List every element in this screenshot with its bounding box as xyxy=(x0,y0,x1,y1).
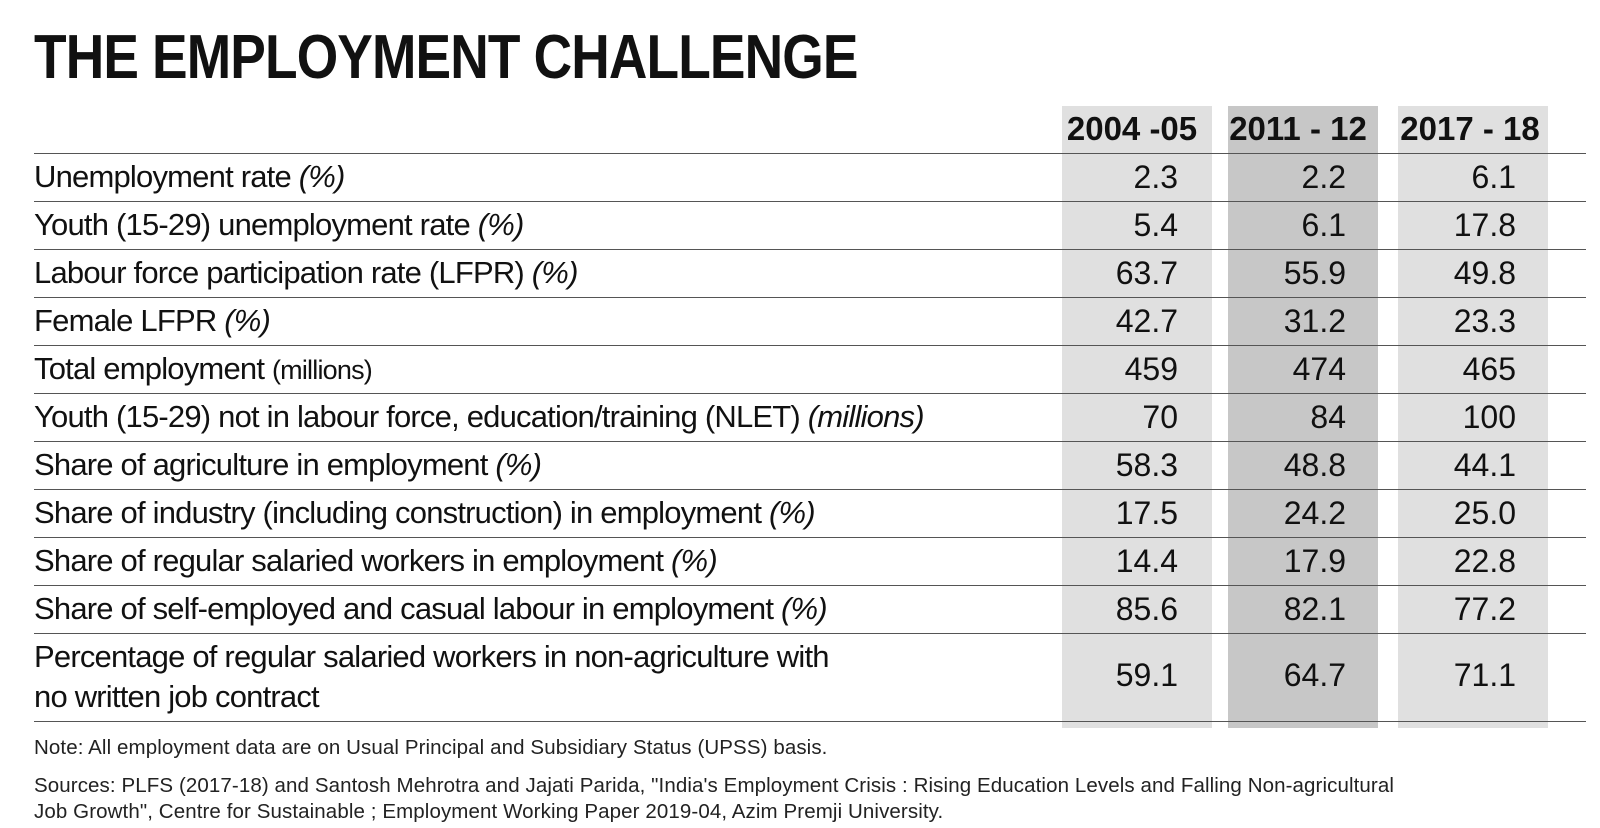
row-unit: (%) xyxy=(477,207,525,242)
table-cell-value: 48.8 xyxy=(1283,447,1346,483)
table-cell-value: 17.5 xyxy=(1115,495,1178,531)
row-label: Youth (15-29) unemployment rate (%) xyxy=(34,207,524,243)
row-label: Share of agriculture in employment (%) xyxy=(34,447,542,483)
table-cell-value: 58.3 xyxy=(1115,447,1178,483)
row-divider xyxy=(34,489,1586,490)
row-label: Female LFPR (%) xyxy=(34,303,271,339)
row-label: Percentage of regular salaried workers i… xyxy=(34,637,830,717)
row-divider xyxy=(34,633,1586,634)
row-label-text: Share of industry (including constructio… xyxy=(34,495,769,530)
row-label: Share of industry (including constructio… xyxy=(34,495,816,531)
row-label-text: Share of agriculture in employment xyxy=(34,447,496,482)
row-divider xyxy=(34,249,1586,250)
table-cell-value: 44.1 xyxy=(1453,447,1516,483)
table-cell-value: 77.2 xyxy=(1453,591,1516,627)
row-label-text: Share of regular salaried workers in emp… xyxy=(34,543,672,578)
table-cell-value: 85.6 xyxy=(1115,591,1178,627)
column-header-2017-18: 2017 - 18 xyxy=(1400,110,1540,147)
row-label: Share of self-employed and casual labour… xyxy=(34,591,828,627)
row-label-text: Youth (15-29) unemployment rate xyxy=(34,207,478,242)
table-cell-value: 23.3 xyxy=(1453,303,1516,339)
table-cell-value: 459 xyxy=(1124,351,1178,387)
row-divider xyxy=(34,585,1586,586)
table-cell-value: 474 xyxy=(1292,351,1346,387)
row-unit: (%) xyxy=(768,495,816,530)
row-divider xyxy=(34,297,1586,298)
row-unit: (%) xyxy=(298,159,346,194)
chart-title: THE EMPLOYMENT CHALLENGE xyxy=(34,23,858,92)
row-label-text: Share of self-employed and casual labour… xyxy=(34,591,781,626)
column-shade-2017-18 xyxy=(1398,106,1548,728)
table-cell-value: 25.0 xyxy=(1453,495,1516,531)
table-cell-value: 55.9 xyxy=(1283,255,1346,291)
table-cell-value: 5.4 xyxy=(1133,207,1178,243)
row-divider xyxy=(34,345,1586,346)
table-cell-value: 100 xyxy=(1462,399,1516,435)
row-label-text: Labour force participation rate (LFPR) xyxy=(34,255,532,290)
table-cell-value: 22.8 xyxy=(1453,543,1516,579)
row-label: Total employment (millions) xyxy=(34,351,373,387)
row-divider xyxy=(34,201,1586,202)
row-unit: (%) xyxy=(495,447,542,482)
row-label-text: Youth (15-29) not in labour force, educa… xyxy=(34,399,808,434)
row-divider xyxy=(34,393,1586,394)
table-cell-value: 63.7 xyxy=(1115,255,1178,291)
row-divider xyxy=(34,537,1586,538)
row-unit: (millions) xyxy=(807,399,925,434)
row-label-text: Female LFPR xyxy=(34,303,225,338)
table-cell-value: 6.1 xyxy=(1471,159,1516,195)
table-cell-value: 82.1 xyxy=(1283,591,1346,627)
row-label-line: Percentage of regular salaried workers i… xyxy=(34,639,830,674)
table-cell-value: 2.2 xyxy=(1301,159,1346,195)
row-label: Labour force participation rate (LFPR) (… xyxy=(34,255,578,291)
row-label-text: Unemployment rate xyxy=(34,159,299,194)
row-label-line: no written job contract xyxy=(34,679,320,714)
table-cell-value: 64.7 xyxy=(1283,657,1346,693)
row-label: Unemployment rate (%) xyxy=(34,159,345,195)
note-text: Note: All employment data are on Usual P… xyxy=(34,736,828,759)
sources-line-2: Job Growth", Centre for Sustainable ; Em… xyxy=(34,800,944,823)
table-cell-value: 465 xyxy=(1462,351,1516,387)
table-cell-value: 6.1 xyxy=(1301,207,1346,243)
row-label: Youth (15-29) not in labour force, educa… xyxy=(34,399,925,435)
row-divider xyxy=(34,441,1586,442)
table-cell-value: 49.8 xyxy=(1453,255,1516,291)
row-label: Share of regular salaried workers in emp… xyxy=(34,543,718,579)
table-cell-value: 59.1 xyxy=(1115,657,1178,693)
row-unit: (%) xyxy=(224,303,271,338)
row-unit: (millions) xyxy=(271,355,373,385)
table-cell-value: 24.2 xyxy=(1283,495,1346,531)
column-shade-2011-12 xyxy=(1228,106,1378,728)
row-unit: (%) xyxy=(531,255,579,290)
table-cell-value: 84 xyxy=(1310,399,1346,435)
table-cell-value: 71.1 xyxy=(1453,657,1516,693)
sources-line-1: Sources: PLFS (2017-18) and Santosh Mehr… xyxy=(34,774,1395,797)
row-unit: (%) xyxy=(671,543,718,578)
table-cell-value: 17.9 xyxy=(1283,543,1346,579)
table-cell-value: 14.4 xyxy=(1115,543,1178,579)
row-unit: (%) xyxy=(780,591,828,626)
table-cell-value: 42.7 xyxy=(1115,303,1178,339)
row-divider xyxy=(34,721,1586,722)
table-cell-value: 70 xyxy=(1142,399,1178,435)
table-cell-value: 31.2 xyxy=(1283,303,1346,339)
column-header-2004-05: 2004 -05 xyxy=(1066,110,1198,147)
column-shade-2004-05 xyxy=(1062,106,1212,728)
table-cell-value: 2.3 xyxy=(1133,159,1178,195)
table-cell-value: 17.8 xyxy=(1453,207,1516,243)
column-header-2011-12: 2011 - 12 xyxy=(1229,110,1367,147)
row-divider xyxy=(34,153,1586,154)
row-label-text: Total employment xyxy=(34,351,272,386)
